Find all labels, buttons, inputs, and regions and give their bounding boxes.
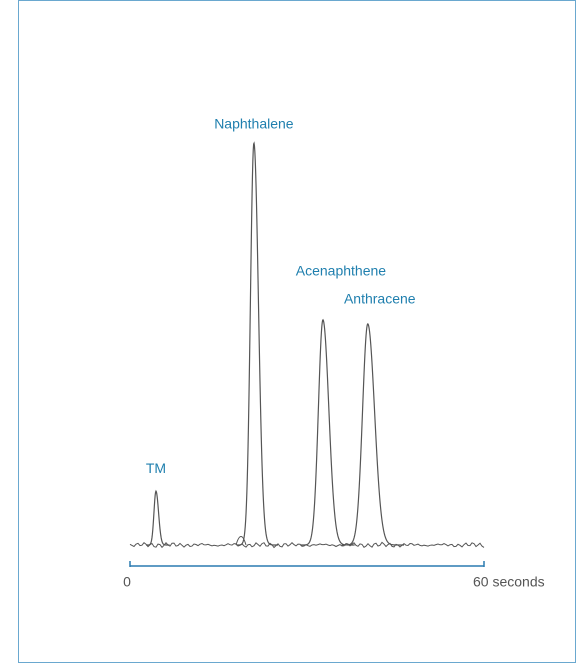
peak: [300, 318, 355, 546]
peak: [145, 489, 170, 546]
peak-label: Anthracene: [344, 291, 416, 307]
x-tick-label: 0: [123, 574, 131, 590]
peak: [341, 323, 405, 546]
peak-label: Acenaphthene: [296, 263, 387, 279]
baseline-trace: [129, 541, 485, 549]
small-bump: [235, 536, 247, 546]
peak-label: TM: [146, 460, 166, 476]
peak-label: Naphthalene: [214, 116, 294, 132]
frame: [18, 0, 576, 663]
x-tick-label: 60 seconds: [473, 574, 545, 590]
peak: [236, 141, 279, 546]
